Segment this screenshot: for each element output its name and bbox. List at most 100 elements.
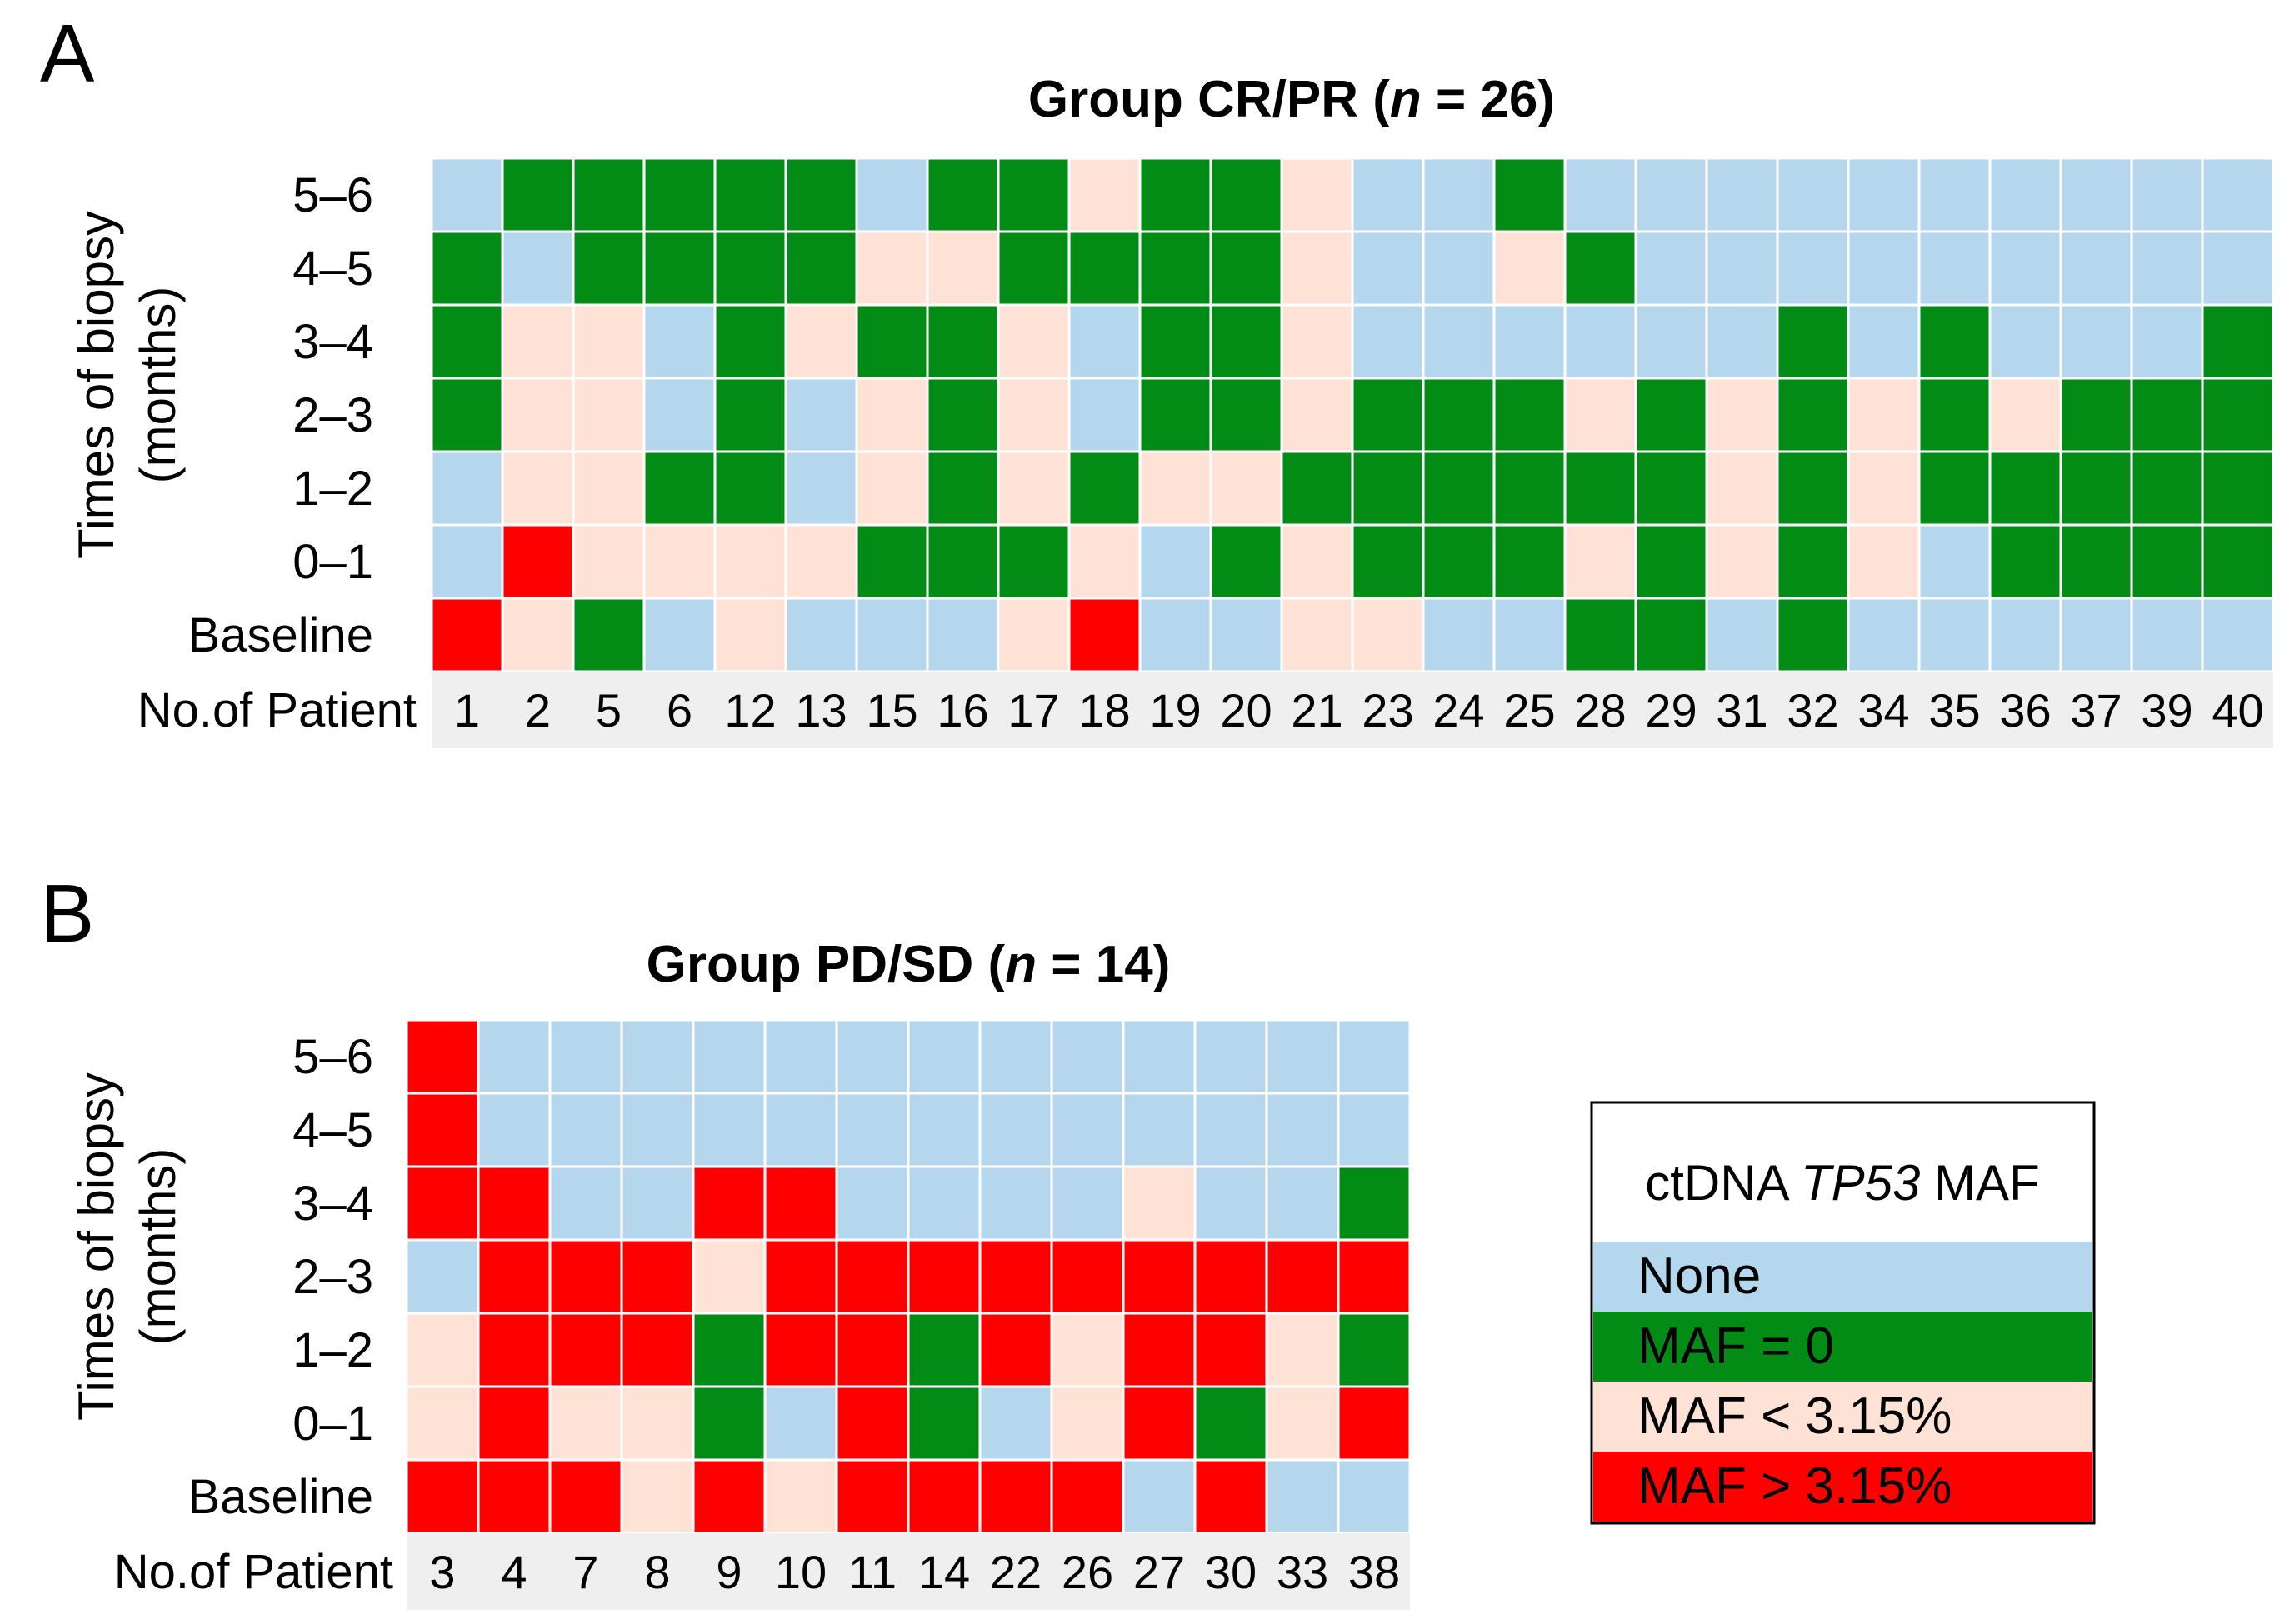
legend-label: MAF = 0 — [1637, 1317, 1834, 1375]
x-axis-label: No.of Patient — [137, 683, 417, 737]
patient-label: 37 — [2070, 684, 2122, 737]
heatmap-cell — [784, 303, 858, 380]
row-label: 4–5 — [292, 1103, 373, 1157]
heatmap-cell — [1847, 597, 1921, 673]
heatmap-cell — [1265, 1165, 1340, 1242]
heatmap-cell — [997, 230, 1071, 307]
heatmap-cell — [1122, 1458, 1197, 1535]
heatmap-cell — [1422, 303, 1496, 380]
heatmap-cell — [1917, 157, 1992, 233]
heatmap-cell — [835, 1238, 910, 1315]
patient-label: 28 — [1574, 684, 1626, 737]
row-label: 3–4 — [292, 1177, 373, 1231]
heatmap-cell — [1563, 157, 1637, 233]
heatmap-cell — [430, 450, 504, 527]
heatmap-cell — [1122, 1165, 1197, 1242]
panel-a-title-post: = 26) — [1422, 71, 1555, 128]
heatmap-cell — [1492, 303, 1567, 380]
heatmap-cell — [620, 1238, 695, 1315]
heatmap-cell — [620, 1385, 695, 1462]
heatmap-cell — [1847, 303, 1921, 380]
patient-label: 23 — [1362, 684, 1413, 737]
heatmap-cell — [763, 1092, 838, 1168]
heatmap-cell — [548, 1312, 623, 1388]
legend: ctDNA TP53 MAF None MAF = 0 MAF < 3.15% MAF… — [1590, 1101, 2096, 1525]
heatmap-cell — [835, 1165, 910, 1242]
heatmap-cell — [1422, 377, 1496, 453]
heatmap-cell — [835, 1312, 910, 1388]
heatmap-cell — [1050, 1092, 1125, 1168]
heatmap-cell — [1351, 303, 1425, 380]
heatmap-cell — [2059, 597, 2133, 673]
heatmap-cell — [1563, 523, 1637, 600]
heatmap-cell — [1193, 1165, 1268, 1242]
heatmap-cell — [1776, 303, 1850, 380]
row-label: 0–1 — [292, 535, 373, 589]
panel-a-title-pre: Group CR/PR ( — [1028, 71, 1390, 128]
patient-label: 24 — [1432, 684, 1484, 737]
heatmap-cell — [1776, 597, 1850, 673]
heatmap-cell — [997, 523, 1071, 600]
legend-swatch — [1593, 1382, 2092, 1452]
heatmap-cell — [1776, 230, 1850, 307]
heatmap-cell — [1193, 1458, 1268, 1535]
row-label: 3–4 — [292, 315, 373, 369]
heatmap-cell — [1265, 1092, 1340, 1168]
heatmap-cell — [907, 1385, 982, 1462]
heatmap-cell — [784, 157, 858, 233]
heatmap-cell — [978, 1018, 1053, 1095]
heatmap-cell — [405, 1092, 480, 1168]
heatmap-cell — [1917, 230, 1992, 307]
patient-label: 31 — [1716, 684, 1767, 737]
heatmap-cell — [763, 1238, 838, 1315]
heatmap-cell — [692, 1458, 767, 1535]
heatmap-cell — [2059, 303, 2133, 380]
patient-label: 30 — [1205, 1546, 1257, 1598]
heatmap-cell — [1847, 450, 1921, 527]
heatmap-cell — [1988, 303, 2062, 380]
patient-label: 14 — [918, 1546, 970, 1598]
row-label: 2–3 — [292, 1250, 373, 1304]
row-label: 5–6 — [292, 168, 373, 222]
heatmap-cell — [1492, 230, 1567, 307]
heatmap-cell — [1067, 377, 1142, 453]
patient-label: 18 — [1078, 684, 1130, 737]
heatmap-cell — [477, 1018, 552, 1095]
heatmap-cell — [1280, 230, 1354, 307]
heatmap-cell — [713, 597, 787, 673]
heatmap-cell — [1193, 1385, 1268, 1462]
heatmap-cell — [907, 1092, 982, 1168]
heatmap-cell — [997, 450, 1071, 527]
heatmap-cell — [1422, 230, 1496, 307]
heatmap-cell — [1634, 230, 1708, 307]
patient-label: 32 — [1787, 684, 1838, 737]
heatmap-cell — [1280, 597, 1354, 673]
heatmap-cell — [642, 230, 717, 307]
heatmap-cell — [2130, 303, 2204, 380]
heatmap-cell — [1847, 230, 1921, 307]
heatmap-cell — [1351, 597, 1425, 673]
heatmap-cell — [1917, 523, 1992, 600]
heatmap-cell — [926, 523, 1000, 600]
heatmap-cell — [1050, 1018, 1125, 1095]
heatmap-cell — [855, 157, 929, 233]
heatmap-cell — [1050, 1312, 1125, 1388]
heatmap-cell — [2201, 303, 2275, 380]
panel-b-heatmap: Group PD/SD (n = 14) Times of biopsy (mo… — [68, 936, 1412, 1610]
heatmap-cell — [405, 1385, 480, 1462]
heatmap-cell — [1634, 157, 1708, 233]
heatmap-cell — [2130, 450, 2204, 527]
patient-label: 35 — [1928, 684, 1980, 737]
heatmap-cell — [926, 597, 1000, 673]
heatmap-cell — [763, 1312, 838, 1388]
heatmap-cell — [572, 303, 646, 380]
heatmap-cell — [1209, 230, 1283, 307]
heatmap-cell — [1050, 1165, 1125, 1242]
heatmap-cell — [642, 377, 717, 453]
heatmap-cell — [1280, 523, 1354, 600]
row-label: 2–3 — [292, 388, 373, 442]
heatmap-cell — [692, 1312, 767, 1388]
legend-label: MAF < 3.15% — [1637, 1387, 1952, 1445]
heatmap-cell — [1280, 377, 1354, 453]
heatmap-cell — [907, 1312, 982, 1388]
